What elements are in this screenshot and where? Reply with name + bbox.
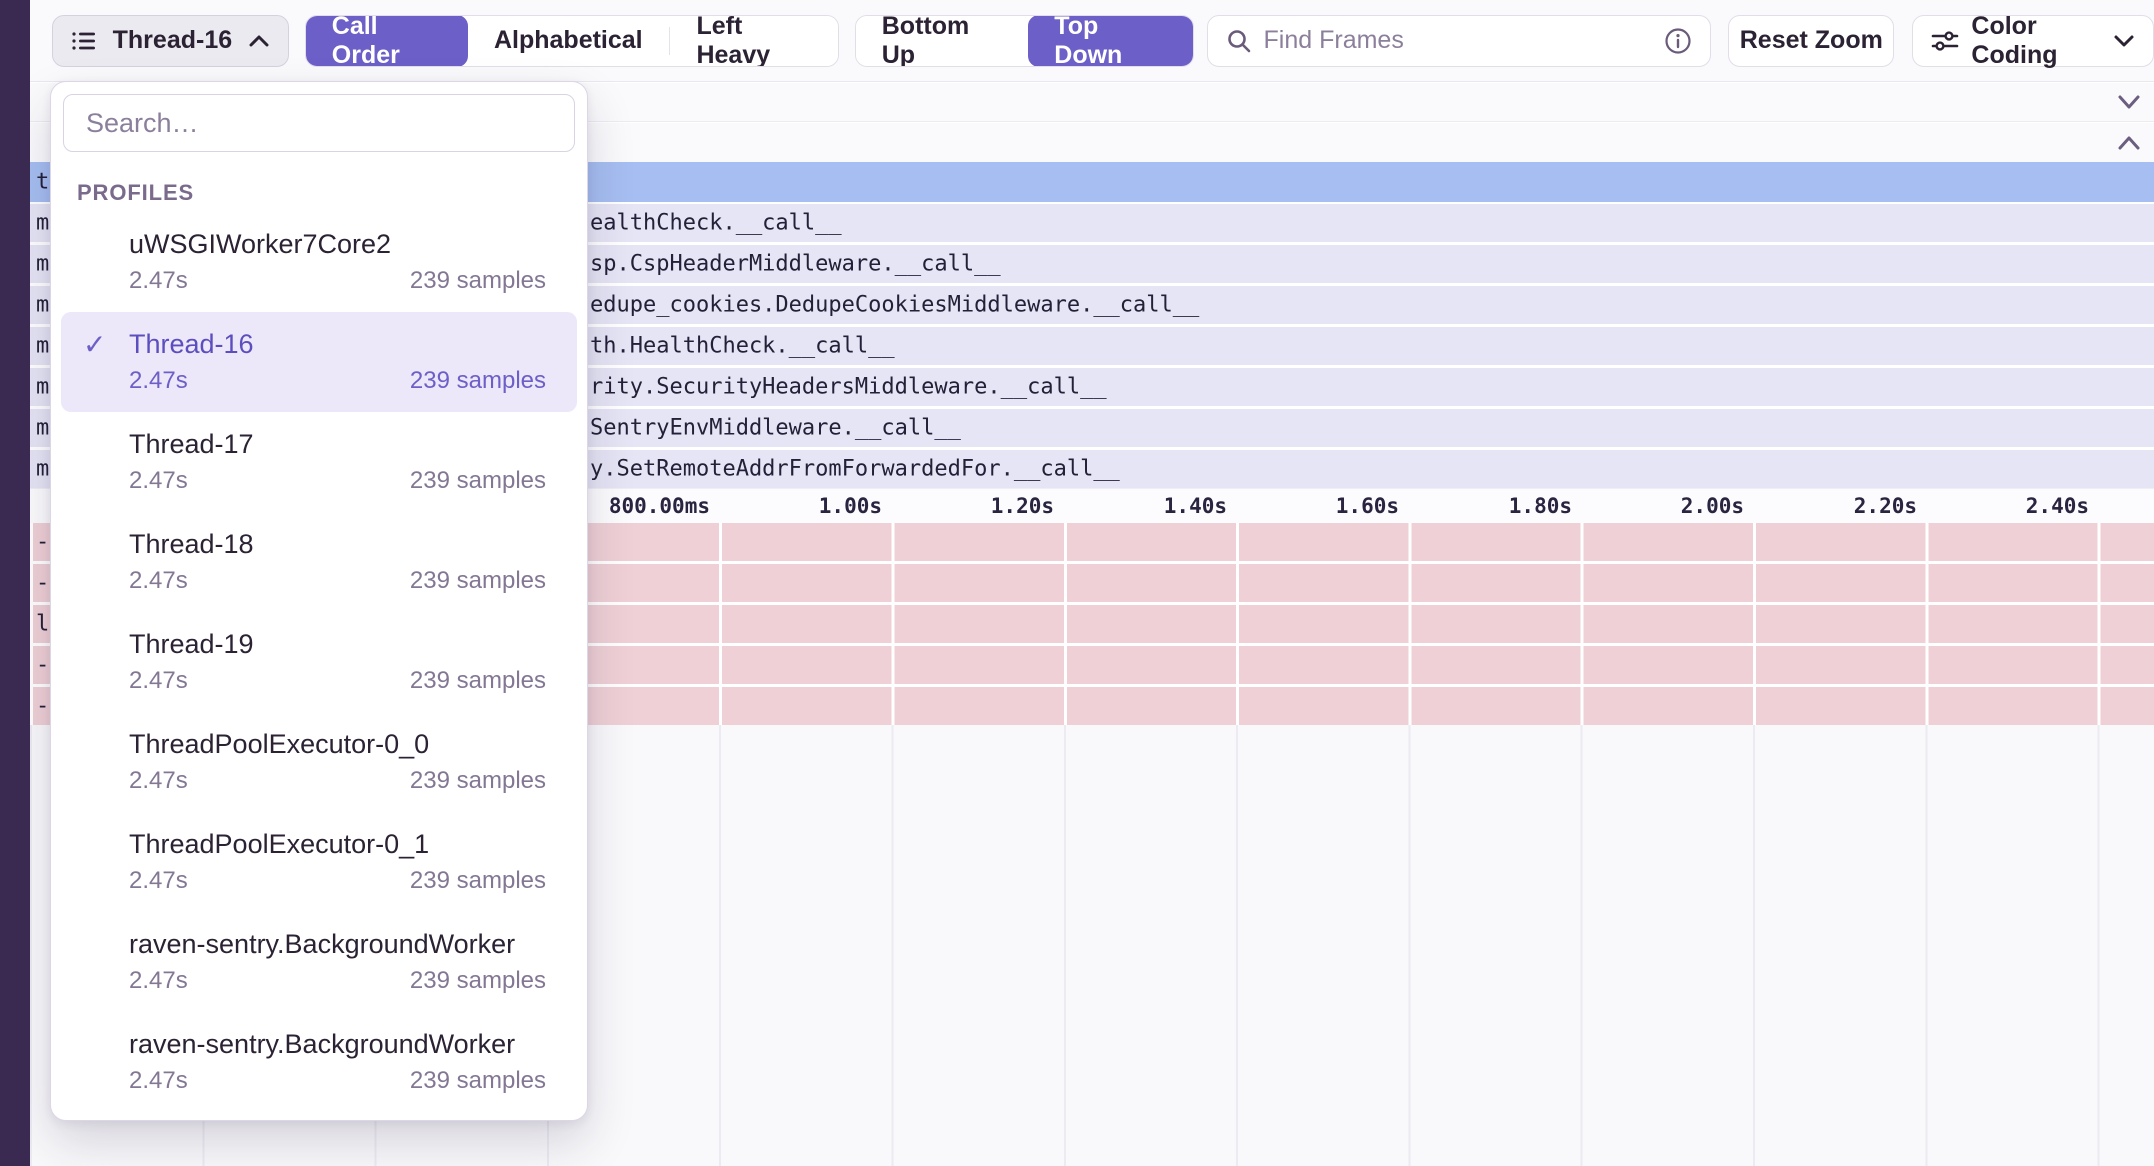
list-item-profile[interactable]: ✓ uWSGIWorker7Core2 2.47s239 samples — [61, 212, 577, 312]
reset-zoom-label: Reset Zoom — [1740, 26, 1883, 55]
frame-edge-char: - — [36, 653, 49, 678]
color-coding-label: Color Coding — [1971, 12, 2101, 70]
sort-order-segmented-control: Call Order Alphabetical Left Heavy — [305, 15, 839, 67]
profile-name: Thread-18 — [129, 528, 546, 560]
profile-samples: 239 samples — [410, 767, 546, 795]
segment-left-heavy[interactable]: Left Heavy — [670, 15, 837, 67]
list-item-profile[interactable]: ✓ ThreadPoolExecutor-0_0 2.47s239 sample… — [61, 712, 577, 812]
thread-selector-label: Thread-16 — [113, 26, 232, 55]
info-icon — [1664, 27, 1692, 55]
list-item-profile-selected[interactable]: ✓ Thread-16 2.47s 239 samples — [61, 312, 577, 412]
profile-duration: 2.47s — [129, 467, 188, 495]
axis-tick: 2.00s — [1681, 494, 1744, 518]
profile-samples: 239 samples — [410, 467, 546, 495]
profile-name: raven-sentry.BackgroundWorker — [129, 928, 546, 960]
profile-name: uWSGIWorker7Core2 — [129, 228, 546, 260]
frame-label: rity.SecurityHeadersMiddleware.__call__ — [590, 375, 1107, 400]
segment-call-order[interactable]: Call Order — [306, 15, 468, 67]
profile-samples: 239 samples — [410, 867, 546, 895]
profiles-list: ✓ uWSGIWorker7Core2 2.47s 239 samples ✓ T… — [51, 212, 587, 1112]
profile-duration: 2.47s — [129, 1067, 188, 1095]
list-item-profile[interactable]: ✓ ThreadPoolExecutor-0_1 2.47s239 sample… — [61, 812, 577, 912]
color-coding-button[interactable]: Color Coding — [1912, 15, 2154, 67]
frame-edge-char: t — [36, 170, 49, 195]
thread-selector-dropdown: PROFILES ✓ uWSGIWorker7Core2 2.47s 239 sa… — [50, 81, 588, 1121]
profiles-section-label: PROFILES — [77, 180, 587, 206]
axis-tick: 1.00s — [819, 494, 882, 518]
dropdown-search-input[interactable] — [63, 94, 575, 152]
frame-label: y.SetRemoteAddrFromForwardedFor.__call__ — [590, 457, 1120, 482]
profile-name: Thread-19 — [129, 628, 546, 660]
profile-duration: 2.47s — [129, 667, 188, 695]
chevron-down-icon[interactable] — [2117, 94, 2141, 110]
frame-edge-char: - — [36, 530, 49, 555]
frame-label: th.HealthCheck.__call__ — [590, 334, 895, 359]
profile-name: Thread-16 — [129, 328, 546, 360]
profile-duration: 2.47s — [129, 267, 188, 295]
profile-samples: 239 samples — [410, 967, 546, 995]
chevron-up-icon — [248, 34, 270, 48]
axis-tick: 800.00ms — [609, 494, 710, 518]
profile-samples: 239 samples — [410, 367, 546, 395]
profile-duration: 2.47s — [129, 967, 188, 995]
sliders-icon — [1931, 29, 1959, 53]
frame-edge-char: m — [36, 457, 49, 482]
chevron-up-icon[interactable] — [2117, 135, 2141, 151]
list-item-profile[interactable]: ✓ Thread-19 2.47s239 samples — [61, 612, 577, 712]
reset-zoom-button[interactable]: Reset Zoom — [1728, 15, 1894, 67]
checkmark-icon: ✓ — [83, 328, 106, 361]
axis-tick: 2.20s — [1854, 494, 1917, 518]
frame-label: edupe_cookies.DedupeCookiesMiddleware.__… — [590, 293, 1199, 318]
thread-selector-button[interactable]: Thread-16 — [52, 15, 289, 67]
chevron-down-icon — [2113, 34, 2135, 48]
profile-samples: 239 samples — [410, 267, 546, 295]
frame-label: ealthCheck.__call__ — [590, 211, 842, 236]
frame-label: sp.CspHeaderMiddleware.__call__ — [590, 252, 1001, 277]
frame-edge-char: m — [36, 416, 49, 441]
frame-edge-char: m — [36, 375, 49, 400]
axis-tick: 1.60s — [1336, 494, 1399, 518]
frame-edge-char: m — [36, 293, 49, 318]
frame-edge-char: m — [36, 211, 49, 236]
list-item-profile[interactable]: ✓ Thread-18 2.47s239 samples — [61, 512, 577, 612]
frame-edge-char: m — [36, 252, 49, 277]
profile-samples: 239 samples — [410, 1067, 546, 1095]
axis-tick: 1.40s — [1164, 494, 1227, 518]
axis-tick: 1.80s — [1509, 494, 1572, 518]
flamegraph-toolbar: Thread-16 Call Order Alphabetical Left H… — [30, 0, 2154, 82]
view-direction-segmented-control: Bottom Up Top Down — [855, 15, 1194, 67]
frame-edge-char: l — [36, 612, 49, 637]
search-icon — [1226, 28, 1252, 54]
frame-label: SentryEnvMiddleware.__call__ — [590, 416, 961, 441]
segment-top-down[interactable]: Top Down — [1028, 15, 1192, 67]
profile-name: raven-sentry.BackgroundWorker — [129, 1028, 546, 1060]
axis-tick: 2.40s — [2026, 494, 2089, 518]
frame-edge-char: - — [36, 571, 49, 596]
profile-name: ThreadPoolExecutor-0_1 — [129, 828, 546, 860]
profile-samples: 239 samples — [410, 667, 546, 695]
profile-duration: 2.47s — [129, 767, 188, 795]
list-item-profile[interactable]: ✓ Thread-17 2.47s239 samples — [61, 412, 577, 512]
segment-alphabetical[interactable]: Alphabetical — [468, 15, 669, 67]
list-item-profile[interactable]: ✓ raven-sentry.BackgroundWorker 2.47s239… — [61, 1012, 577, 1112]
profile-duration: 2.47s — [129, 567, 188, 595]
app-sidebar-strip — [0, 0, 30, 1166]
frame-edge-char: - — [36, 694, 49, 719]
find-frames-search — [1207, 15, 1712, 67]
profile-duration: 2.47s — [129, 367, 188, 395]
profile-duration: 2.47s — [129, 867, 188, 895]
segment-bottom-up[interactable]: Bottom Up — [856, 15, 1029, 67]
profile-samples: 239 samples — [410, 567, 546, 595]
find-frames-input[interactable] — [1264, 26, 1653, 55]
axis-tick: 1.20s — [991, 494, 1054, 518]
profile-name: ThreadPoolExecutor-0_0 — [129, 728, 546, 760]
frame-edge-char: m — [36, 334, 49, 359]
profile-name: Thread-17 — [129, 428, 546, 460]
thread-list-icon — [71, 29, 97, 53]
list-item-profile[interactable]: ✓ raven-sentry.BackgroundWorker 2.47s239… — [61, 912, 577, 1012]
profiling-flamegraph-app: t m ealthCheck.__call__ m sp.CspHeaderMi… — [0, 0, 2154, 1166]
